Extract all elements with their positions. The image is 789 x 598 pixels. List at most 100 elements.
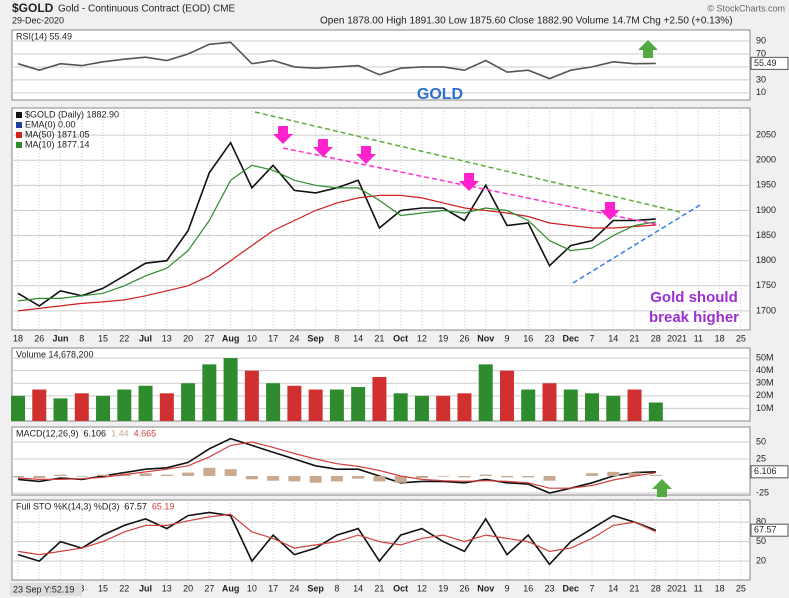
x-tick-label: 27	[204, 333, 214, 343]
y-tick-label: 70	[756, 48, 766, 58]
y-tick-label: 1900	[756, 205, 776, 215]
x-tick-label: 14	[353, 583, 363, 593]
legend-label: MA(50) 1871.05	[25, 129, 90, 139]
bar	[627, 389, 642, 421]
histogram-bar	[12, 475, 24, 478]
panel	[11, 426, 751, 496]
histogram-bar	[628, 472, 641, 476]
date: 29-Dec-2020	[12, 15, 64, 25]
histogram-bar	[500, 475, 513, 478]
x-tick-label: 24	[289, 333, 299, 343]
x-tick-label: Sep	[307, 583, 324, 593]
y-tick-label: 10	[756, 87, 766, 97]
bar	[266, 383, 281, 421]
x-tick-label: 22	[119, 333, 129, 343]
histogram-bar	[458, 475, 471, 478]
footer: 23 Sep Y:52.19	[13, 584, 74, 594]
x-tick-label: 21	[374, 333, 384, 343]
y-tick-label: 30M	[756, 378, 774, 388]
last-value-box	[750, 523, 789, 537]
histogram-bar	[245, 475, 258, 480]
x-tick-label: 15	[98, 333, 108, 343]
bar	[32, 389, 47, 421]
annotation: GOLD	[417, 86, 463, 103]
arrows	[273, 126, 620, 220]
x-tick-label: Aug	[222, 583, 240, 593]
histogram-bar	[394, 475, 407, 483]
x-tick-label: Aug	[222, 333, 240, 343]
histogram-bar	[33, 475, 46, 478]
x-tick-label: Jul	[139, 583, 152, 593]
x-tick-label: 13	[162, 583, 172, 593]
panel	[11, 499, 751, 581]
histogram-bar	[224, 469, 237, 476]
x-tick-label: 8	[334, 583, 339, 593]
x-tick-label: 20	[183, 333, 193, 343]
y-tick-label: 90	[756, 35, 766, 45]
last-value: 6.106	[754, 466, 777, 476]
x-tick-label: 24	[289, 583, 299, 593]
series-line	[17, 511, 657, 566]
last-value-box	[750, 465, 789, 479]
y-tick-label: 1800	[756, 255, 776, 265]
x-tick-label: Jul	[139, 333, 152, 343]
x-tick-label: Oct	[393, 333, 408, 343]
x-tick-label: 26	[34, 333, 44, 343]
y-tick-label: 2050	[756, 129, 776, 139]
last-value-box	[750, 56, 789, 70]
x-tick-label: 23	[544, 333, 554, 343]
panel-title: Volume 14,678,200	[16, 349, 94, 359]
y-tick-label: 40M	[756, 365, 774, 375]
bar	[138, 385, 153, 421]
series-line	[17, 513, 657, 556]
y-tick-label: 20	[756, 556, 766, 566]
x-tick-label: 10	[247, 583, 257, 593]
x-tick-label: 12	[417, 333, 427, 343]
bar	[648, 402, 663, 421]
bar	[351, 387, 366, 421]
x-tick-label: 26	[459, 333, 469, 343]
series-line	[17, 194, 656, 312]
x-tick-label: 8	[334, 333, 339, 343]
x-tick-label: 16	[523, 583, 533, 593]
arrow	[459, 173, 479, 191]
x-tick-label: 22	[119, 583, 129, 593]
panel-title: RSI(14) 55.49	[16, 31, 72, 41]
bar	[521, 389, 536, 421]
histogram-bar	[75, 475, 88, 477]
x-tick-label: 21	[374, 583, 384, 593]
y-tick-label: 50	[756, 436, 766, 446]
y-tick-label: 80	[756, 516, 766, 526]
histogram-bar	[373, 475, 386, 482]
legend-label: $GOLD (Daily) 1882.90	[25, 109, 119, 119]
bar	[372, 376, 387, 421]
x-tick-label: 16	[523, 333, 533, 343]
annotation: break higher	[649, 309, 739, 326]
x-tick-label: 28	[651, 583, 661, 593]
legend-label: MA(10) 1877.14	[25, 139, 90, 149]
symbol: $GOLD	[12, 1, 54, 15]
panel	[11, 29, 751, 101]
histogram-bar	[139, 473, 152, 476]
x-tick-label: 17	[268, 333, 278, 343]
histogram-bar	[203, 467, 216, 476]
histogram-bar	[649, 474, 662, 476]
legend-label: EMA(0) 0.00	[25, 119, 76, 129]
x-tick-label: 11	[694, 333, 703, 343]
x-tick-label: 13	[162, 333, 172, 343]
footer-box	[10, 583, 82, 596]
histogram-bar	[586, 473, 599, 476]
bar	[159, 393, 174, 421]
histogram-bar	[522, 475, 535, 478]
histogram-bar	[97, 474, 110, 476]
instrument-name: Gold - Continuous Contract (EOD)	[58, 4, 210, 15]
y-tick-label: 30	[756, 74, 766, 84]
last-value: 55.49	[754, 58, 777, 68]
bar	[53, 398, 68, 421]
x-tick-label: 18	[715, 583, 725, 593]
arrow	[600, 202, 620, 220]
x-tick-label: 21	[630, 333, 640, 343]
bar	[436, 395, 451, 421]
histogram-bar	[437, 475, 450, 477]
